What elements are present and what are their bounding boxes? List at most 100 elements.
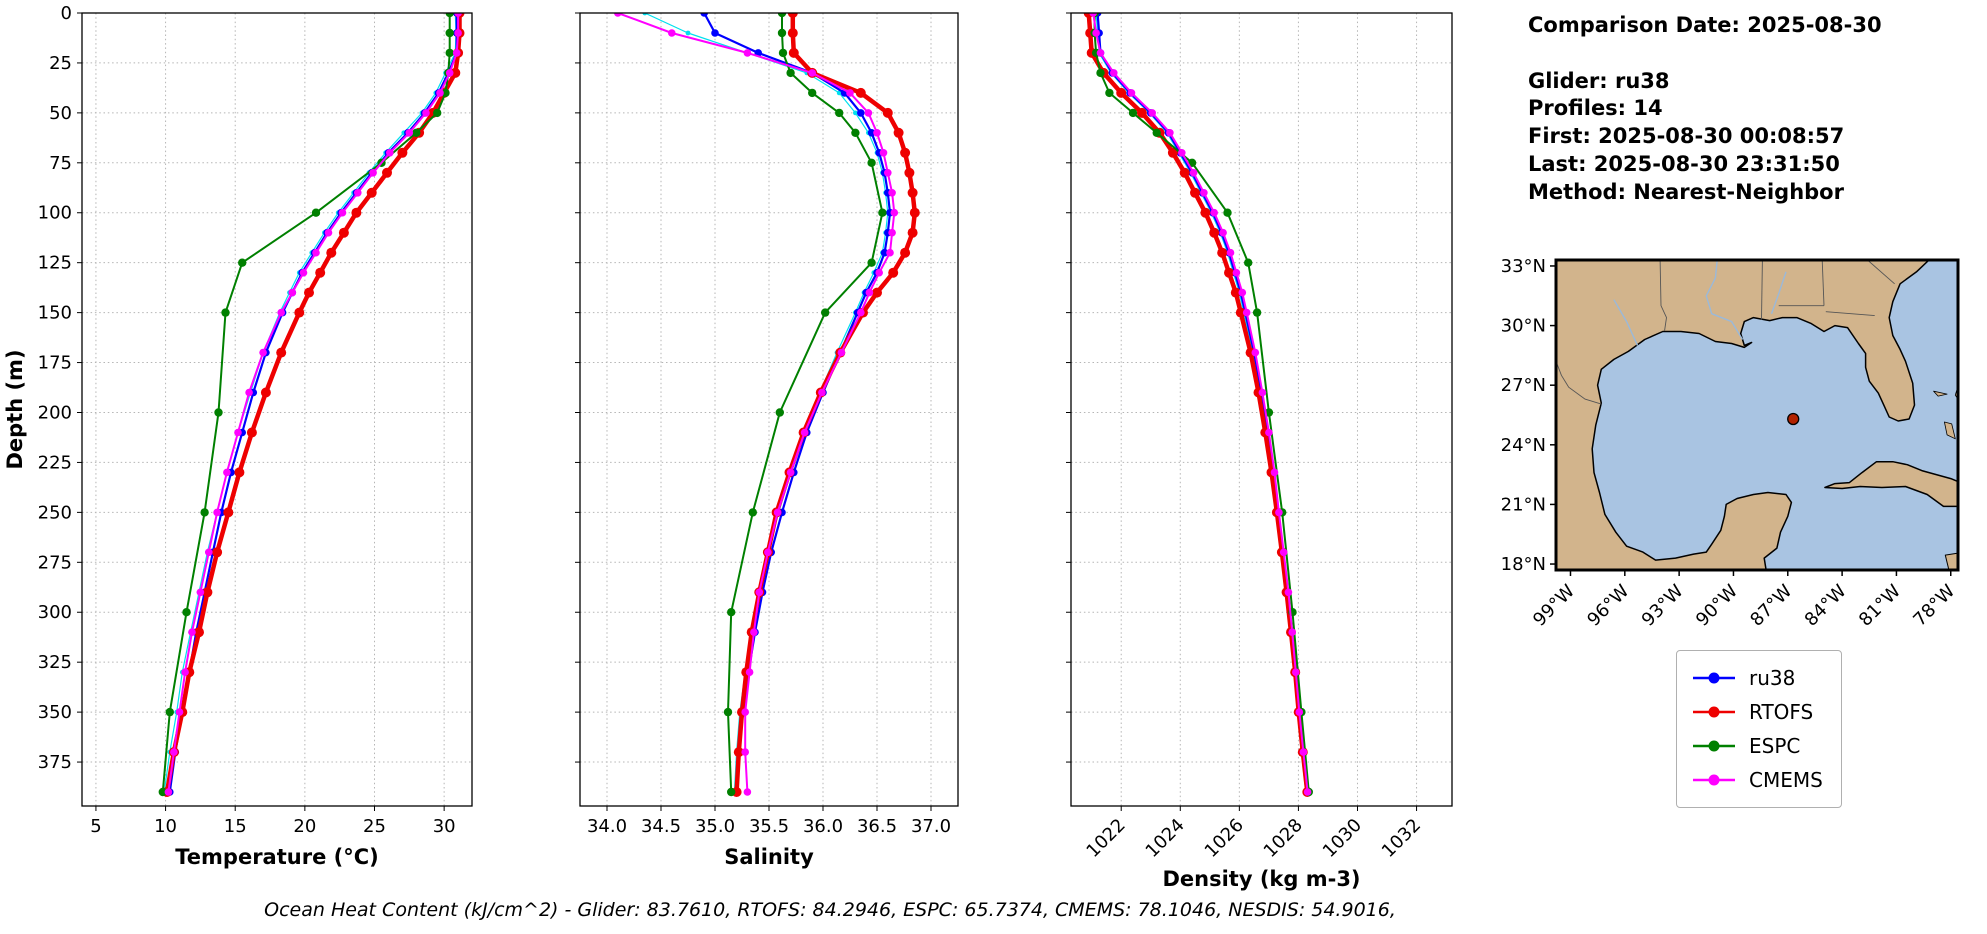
svg-text:1026: 1026 xyxy=(1201,815,1248,862)
info-last: Last: 2025-08-30 23:31:50 xyxy=(1528,151,1840,176)
svg-text:50: 50 xyxy=(49,103,72,124)
svg-text:25: 25 xyxy=(363,816,386,837)
series-CMEMS xyxy=(1089,13,1312,796)
svg-text:21°N: 21°N xyxy=(1501,494,1546,515)
info-profiles: Profiles: 14 xyxy=(1528,96,1663,121)
info-first: First: 2025-08-30 00:08:57 xyxy=(1528,124,1845,149)
svg-text:1028: 1028 xyxy=(1260,815,1307,862)
grid xyxy=(1071,12,1452,806)
svg-text:5: 5 xyxy=(90,816,101,837)
svg-text:90°W: 90°W xyxy=(1692,581,1742,631)
svg-text:20: 20 xyxy=(293,816,316,837)
svg-text:1030: 1030 xyxy=(1319,815,1366,862)
series-CMEMS xyxy=(164,13,462,796)
state-borders xyxy=(1556,260,1895,405)
grid xyxy=(82,12,472,806)
svg-text:78°W: 78°W xyxy=(1909,581,1959,631)
svg-text:125: 125 xyxy=(38,253,72,274)
salinity-profile-plot: 34.0 34.5 35.0 35.5 36.0 36.5 37.0 Salinity xyxy=(575,12,959,869)
glider-location-marker xyxy=(1787,412,1800,426)
legend-item-cmems: CMEMS xyxy=(1691,763,1823,797)
land-cuba xyxy=(1824,460,1958,508)
svg-text:175: 175 xyxy=(38,353,72,374)
svg-text:35.5: 35.5 xyxy=(749,816,789,837)
axis-ticks: 34.0 34.5 35.0 35.5 36.0 36.5 37.0 xyxy=(575,12,951,837)
axis-ticks: 1022 1024 1026 1028 1030 1032 xyxy=(1066,12,1425,862)
svg-text:325: 325 xyxy=(38,652,72,673)
svg-text:84°W: 84°W xyxy=(1801,581,1851,631)
svg-text:36.5: 36.5 xyxy=(857,816,897,837)
svg-text:87°W: 87°W xyxy=(1746,581,1796,631)
series-glider-obs xyxy=(642,13,891,795)
svg-text:150: 150 xyxy=(38,303,72,324)
svg-text:30: 30 xyxy=(433,816,456,837)
y-axis-label: Depth (m) xyxy=(3,349,27,469)
axes-frame xyxy=(81,12,473,807)
svg-text:1024: 1024 xyxy=(1142,815,1189,862)
series-ru38 xyxy=(1093,13,1312,796)
svg-text:34.5: 34.5 xyxy=(641,816,681,837)
land-bahamas xyxy=(1933,390,1948,397)
gulf-of-mexico-map: 99°W 96°W 93°W 90°W 87°W 84°W 81°W 78°W 18°N 21°N… xyxy=(1501,256,1960,631)
x-axis-label: Salinity xyxy=(724,845,814,869)
x-axis-label: Temperature (°C) xyxy=(175,845,378,869)
legend-label: ru38 xyxy=(1749,666,1796,690)
density-profile-plot: 1022 1024 1026 1028 1030 1032 Density (kg m-3) xyxy=(1066,12,1453,891)
map-land xyxy=(1556,260,1958,570)
svg-text:24°N: 24°N xyxy=(1501,435,1546,456)
series-CMEMS xyxy=(614,13,899,796)
svg-text:37.0: 37.0 xyxy=(911,816,951,837)
comparison-date-text: Comparison Date: 2025-08-30 xyxy=(1528,13,1882,37)
svg-text:1032: 1032 xyxy=(1378,815,1425,862)
series-RTOFS xyxy=(162,13,465,797)
land-north-america xyxy=(1556,260,1930,570)
legend-line-marker xyxy=(1693,740,1735,752)
series-glider-obs xyxy=(1093,13,1309,795)
svg-text:225: 225 xyxy=(38,452,72,473)
rivers xyxy=(1613,260,1787,346)
legend: ru38 RTOFS ESPC CMEMS xyxy=(1676,650,1842,808)
info-glider: Glider: ru38 xyxy=(1528,68,1670,93)
svg-text:1022: 1022 xyxy=(1083,815,1130,862)
legend-line-marker xyxy=(1693,672,1735,684)
svg-text:18°N: 18°N xyxy=(1501,554,1546,575)
svg-text:275: 275 xyxy=(38,552,72,573)
svg-text:34.0: 34.0 xyxy=(587,816,627,837)
svg-text:375: 375 xyxy=(38,752,72,773)
svg-text:15: 15 xyxy=(224,816,247,837)
legend-label: CMEMS xyxy=(1749,768,1823,792)
svg-text:25: 25 xyxy=(49,53,72,74)
svg-text:99°W: 99°W xyxy=(1529,581,1579,631)
legend-label: ESPC xyxy=(1749,734,1801,758)
svg-text:27°N: 27°N xyxy=(1501,375,1546,396)
legend-line-marker xyxy=(1693,706,1735,718)
legend-item-espc: ESPC xyxy=(1691,729,1823,763)
series-ru38 xyxy=(166,13,461,796)
svg-text:350: 350 xyxy=(38,702,72,723)
legend-line-marker xyxy=(1693,774,1735,786)
svg-text:81°W: 81°W xyxy=(1855,581,1905,631)
svg-text:36.0: 36.0 xyxy=(803,816,843,837)
comparison-info-block: Comparison Date: 2025-08-30 Glider: ru38… xyxy=(1528,12,1882,206)
svg-text:200: 200 xyxy=(38,402,72,423)
svg-text:0: 0 xyxy=(61,3,72,24)
svg-text:300: 300 xyxy=(38,602,72,623)
svg-text:93°W: 93°W xyxy=(1638,581,1688,631)
ohc-caption: Ocean Heat Content (kJ/cm^2) - Glider: 8… xyxy=(264,899,1396,921)
map-frame xyxy=(1554,258,1960,572)
land-bahamas xyxy=(1944,421,1956,440)
series-ESPC xyxy=(1090,13,1314,797)
legend-item-rtofs: RTOFS xyxy=(1691,695,1823,729)
series-RTOFS xyxy=(1083,13,1313,797)
info-method: Method: Nearest-Neighbor xyxy=(1528,179,1844,204)
legend-label: RTOFS xyxy=(1749,700,1814,724)
x-axis-label: Density (kg m-3) xyxy=(1162,867,1360,891)
legend-item-ru38: ru38 xyxy=(1691,661,1823,695)
svg-text:30°N: 30°N xyxy=(1501,316,1546,337)
series-RTOFS xyxy=(731,13,920,797)
svg-text:10: 10 xyxy=(154,816,177,837)
land-jamaica xyxy=(1944,552,1958,570)
axis-ticks: 5 10 15 20 25 3002550751001251501752002252502… xyxy=(38,3,456,837)
